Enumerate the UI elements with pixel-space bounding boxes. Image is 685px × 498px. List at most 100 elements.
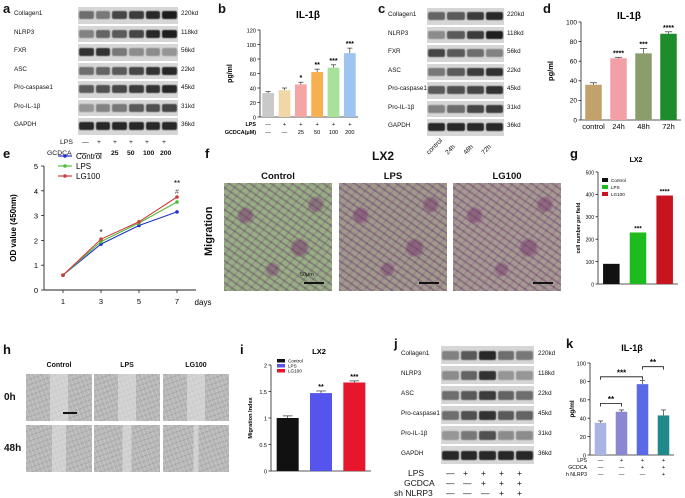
blot-band: [442, 390, 459, 400]
sh-nlrp3-sign: —: [481, 488, 490, 498]
blot-band: [516, 370, 533, 380]
blot-band: [479, 350, 496, 360]
blot-band: [497, 350, 515, 360]
bar: [262, 93, 275, 117]
blot-band: [516, 390, 533, 400]
significance-label: **: [650, 358, 657, 367]
blot-kd-label: 36kd: [507, 122, 521, 130]
sh-nlrp3-sign: +: [499, 488, 504, 498]
blot-band: [485, 67, 503, 76]
blot-band: [162, 66, 177, 75]
lps-label: LPS: [246, 122, 257, 128]
blot-band: [95, 122, 111, 131]
series-line: [62, 211, 178, 276]
significance-label: ***: [329, 58, 337, 65]
significance-bracket: [600, 376, 643, 380]
legend-label: LG100: [76, 172, 101, 181]
significance-label: ***: [350, 374, 358, 381]
blot-kd-label: 45kd: [507, 85, 521, 93]
blot-kd-label: 31kd: [507, 103, 521, 111]
blot-row-label: Pro-IL-1β: [388, 103, 415, 111]
migration-image: [453, 183, 561, 291]
blot-kd-label: 220kd: [181, 10, 199, 18]
blot-row-label: Pro-caspase1: [14, 84, 53, 92]
blot-row-label: Pro-IL-1β: [14, 102, 41, 110]
image-column-label: Control: [46, 362, 72, 369]
y-tick-label: 40: [250, 86, 256, 92]
blot-row-label: ASC: [388, 66, 401, 74]
image-column-label: LG100: [185, 362, 207, 369]
blot-row-label: NLRP3: [14, 28, 35, 36]
blot-row-label: GAPDH: [388, 122, 411, 130]
blot-band: [112, 11, 127, 20]
blot-kd-label: 45kd: [181, 84, 195, 92]
lps-sign: +: [129, 139, 133, 146]
panel-e-label: e: [3, 146, 11, 161]
lps-sign: —: [265, 122, 271, 128]
blot-band: [497, 430, 515, 440]
blot-band: [79, 103, 94, 112]
panel-h-label: h: [3, 342, 11, 357]
blot-band: [497, 410, 515, 420]
y-tick-label: 40: [580, 417, 586, 423]
blot-strip: [441, 346, 534, 364]
gcdca-label: GCDCA: [404, 478, 435, 488]
gcdca-sign: —: [463, 478, 472, 488]
blot-band: [447, 67, 465, 76]
blot-kd-label: 31kd: [181, 102, 195, 110]
blot-band: [485, 30, 503, 39]
gcdca-sign: +: [641, 465, 644, 471]
y-tick-label: 0.5: [259, 443, 267, 449]
bar: [278, 90, 291, 117]
blot-band: [79, 66, 94, 75]
gcdca-value: 25: [298, 130, 304, 136]
blot-band: [447, 12, 465, 21]
blot-band: [428, 12, 446, 21]
blot-strip: [441, 446, 534, 464]
lps-sign: +: [113, 139, 117, 146]
lps-label: LPS: [408, 468, 425, 478]
blot-strip: [78, 81, 178, 98]
y-tick-label: 40: [570, 78, 578, 85]
panel-j-label: j: [394, 336, 398, 351]
series-point: [137, 223, 141, 228]
blot-kd-label: 22kd: [181, 65, 195, 73]
y-tick-label: 1: [264, 416, 267, 422]
panel-c-label: c: [378, 1, 386, 16]
gcdca-value: 200: [160, 150, 172, 157]
series-point: [61, 273, 65, 277]
blot-band: [447, 30, 465, 39]
annotation: *: [99, 228, 102, 237]
blot-strip: [427, 100, 504, 117]
blot-row-label: FXR: [14, 47, 27, 55]
blot-band: [145, 66, 161, 75]
panel-g-label: g: [570, 146, 578, 161]
blot-band: [145, 11, 161, 20]
blot-band: [112, 66, 127, 75]
blot-band: [79, 48, 94, 57]
lps-label: LPS: [577, 458, 587, 464]
y-tick-label: 0: [253, 115, 256, 121]
blot-band: [428, 30, 446, 39]
blot-band: [95, 29, 111, 38]
blot-strip: [427, 45, 504, 62]
image-column-label: LPS: [383, 171, 403, 182]
y-tick-label: 80: [580, 380, 586, 386]
x-tick-label: 3: [99, 297, 103, 306]
lps-sign: +: [517, 468, 522, 478]
blot-band: [428, 104, 446, 113]
blot-band: [466, 104, 484, 113]
panel-a-label: a: [3, 1, 11, 16]
x-axis-unit: days: [195, 298, 212, 307]
blot-band: [497, 390, 515, 400]
blot-row-label: Collagen1: [14, 10, 43, 18]
bar: [343, 382, 366, 471]
blot-band: [466, 12, 484, 21]
blot-row-label: ASC: [14, 65, 27, 73]
blot-band: [162, 103, 177, 112]
x-tick-label: 48h: [637, 122, 650, 131]
blot-band: [516, 430, 533, 440]
blot-lane-label: control: [425, 137, 445, 157]
y-tick-label: 80: [250, 57, 256, 63]
blot-band: [79, 29, 94, 38]
